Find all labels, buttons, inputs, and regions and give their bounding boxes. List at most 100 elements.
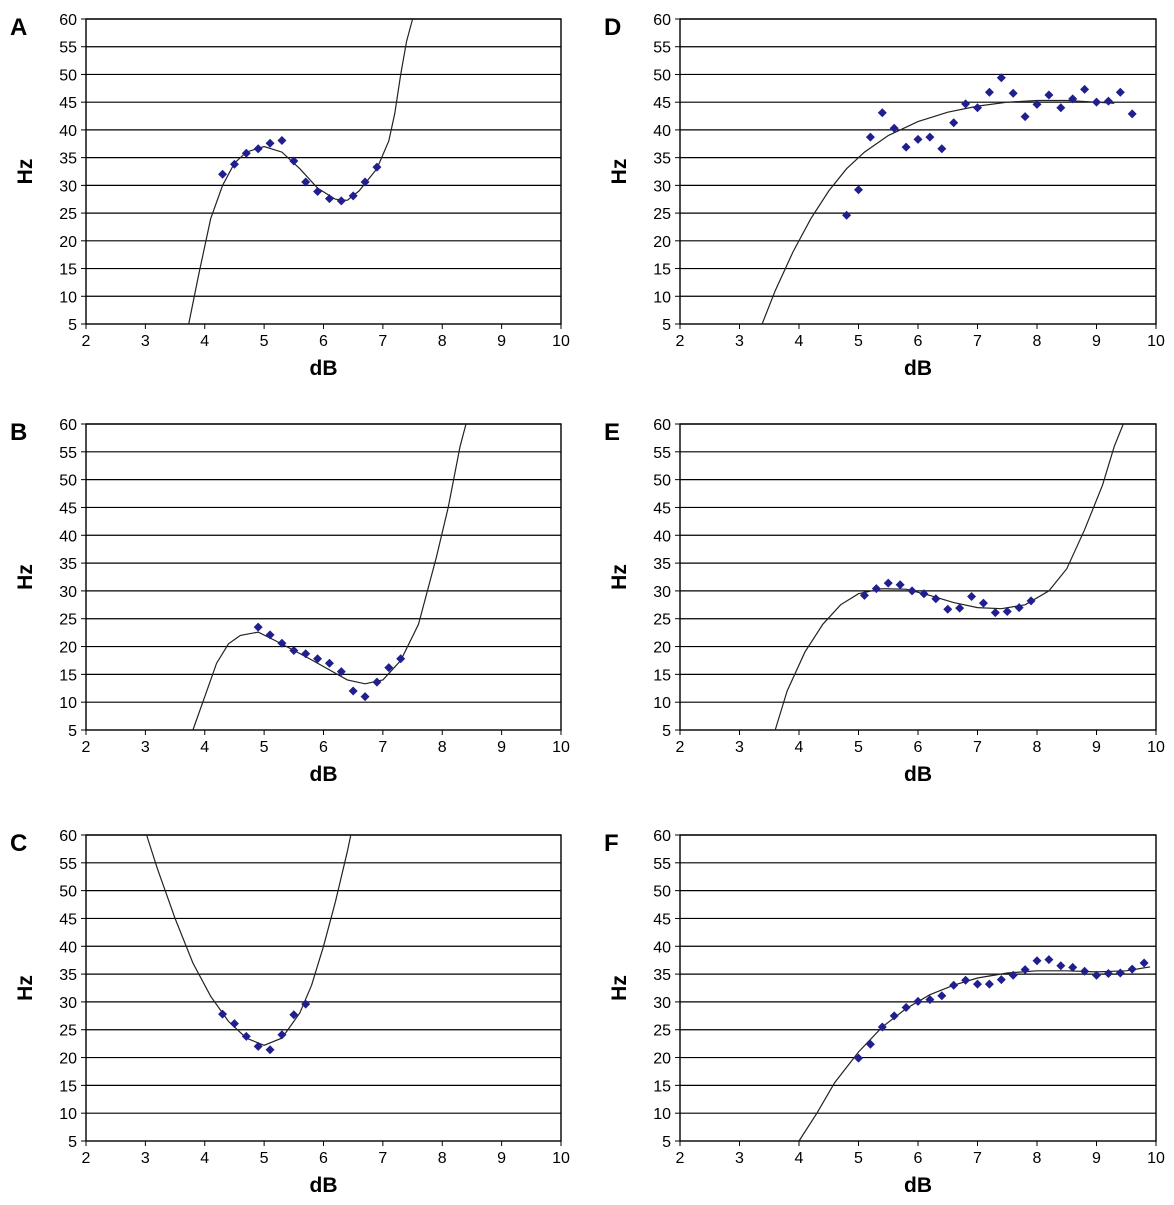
y-tick-label-c-6: 35 [59, 967, 77, 984]
x-tick-label-f-3: 5 [854, 1150, 863, 1167]
data-point-f-23 [1127, 964, 1137, 974]
data-point-a-3 [253, 144, 263, 154]
data-point-f-15 [1032, 956, 1042, 966]
x-tick-label-e-1: 3 [735, 739, 744, 756]
y-tick-label-e-4: 25 [653, 612, 671, 629]
y-tick-label-e-3: 20 [653, 640, 671, 657]
y-tick-label-f-6: 35 [653, 967, 671, 984]
y-tick-label-f-3: 20 [653, 1051, 671, 1068]
data-point-b-10 [372, 677, 382, 687]
y-tick-label-f-1: 10 [653, 1106, 671, 1123]
data-point-d-17 [1044, 90, 1054, 100]
panel-label-f: F [604, 830, 619, 857]
data-point-f-4 [901, 1002, 911, 1012]
x-axis-title-f: dB [904, 1174, 932, 1197]
data-point-d-4 [889, 123, 899, 133]
data-point-a-9 [324, 194, 334, 204]
x-tick-label-b-6: 8 [438, 739, 447, 756]
trend-curve-d [761, 99, 1115, 325]
y-tick-label-c-4: 25 [59, 1023, 77, 1040]
y-tick-label-d-9: 50 [653, 67, 671, 84]
y-tick-label-c-8: 45 [59, 911, 77, 928]
y-tick-label-b-8: 45 [59, 500, 77, 517]
data-point-f-17 [1056, 961, 1066, 971]
x-tick-label-b-7: 9 [497, 739, 506, 756]
x-axis-title-d: dB [904, 357, 932, 380]
data-point-f-13 [1008, 970, 1018, 980]
y-tick-label-a-10: 55 [59, 40, 77, 57]
y-tick-label-d-7: 40 [653, 123, 671, 140]
x-tick-label-e-5: 7 [973, 739, 982, 756]
y-tick-label-d-2: 15 [653, 262, 671, 279]
data-point-b-9 [360, 692, 370, 702]
y-tick-label-c-10: 55 [59, 856, 77, 873]
data-point-c-1 [229, 1019, 239, 1029]
data-point-f-7 [937, 991, 947, 1001]
data-point-d-19 [1068, 94, 1078, 104]
data-point-d-9 [949, 118, 959, 128]
panel-label-c: C [10, 830, 27, 857]
x-tick-label-b-1: 3 [141, 739, 150, 756]
y-tick-label-e-8: 45 [653, 500, 671, 517]
data-point-d-15 [1020, 112, 1030, 122]
y-axis-title-f: Hz [608, 975, 631, 1001]
y-tick-label-a-1: 10 [59, 289, 77, 306]
y-tick-label-a-2: 15 [59, 262, 77, 279]
data-point-f-11 [984, 979, 994, 989]
data-point-e-2 [883, 578, 893, 588]
data-point-f-10 [973, 979, 982, 989]
x-tick-label-b-5: 7 [378, 739, 387, 756]
y-tick-label-d-10: 55 [653, 40, 671, 57]
y-tick-label-d-0: 5 [662, 317, 671, 334]
y-tick-label-c-3: 20 [59, 1051, 77, 1068]
y-tick-label-d-1: 10 [653, 289, 671, 306]
x-tick-label-d-7: 9 [1092, 333, 1101, 350]
y-tick-label-d-5: 30 [653, 178, 671, 195]
data-point-a-13 [372, 162, 382, 172]
plot-frame-e [679, 423, 1157, 731]
y-tick-label-e-0: 5 [662, 723, 671, 740]
data-point-a-10 [336, 196, 346, 206]
data-point-c-4 [265, 1045, 275, 1055]
x-tick-label-a-7: 9 [497, 333, 506, 350]
data-point-d-11 [973, 103, 982, 113]
trend-curve-c [146, 834, 352, 1046]
x-tick-label-a-8: 10 [552, 333, 570, 350]
data-point-d-1 [854, 185, 863, 195]
x-tick-label-c-1: 3 [141, 1150, 150, 1167]
data-point-a-4 [265, 138, 275, 148]
x-tick-label-d-6: 8 [1033, 333, 1042, 350]
data-point-f-20 [1092, 970, 1101, 980]
y-tick-label-b-4: 25 [59, 612, 77, 629]
data-point-a-6 [289, 156, 299, 166]
trend-curve-f [798, 966, 1151, 1142]
x-tick-label-e-2: 4 [795, 739, 804, 756]
y-tick-label-a-6: 35 [59, 151, 77, 168]
x-tick-label-f-5: 7 [973, 1150, 982, 1167]
y-tick-label-e-7: 40 [653, 528, 671, 545]
data-point-e-7 [943, 604, 953, 614]
x-tick-label-f-8: 10 [1147, 1150, 1165, 1167]
x-tick-label-f-0: 2 [676, 1150, 685, 1167]
data-point-e-4 [907, 586, 917, 596]
y-tick-label-b-7: 40 [59, 528, 77, 545]
y-tick-label-f-11: 60 [653, 828, 671, 845]
y-tick-label-c-5: 30 [59, 995, 77, 1012]
y-tick-label-d-8: 45 [653, 95, 671, 112]
y-axis-title-e: Hz [608, 564, 631, 590]
y-tick-label-a-11: 60 [59, 12, 77, 29]
data-point-a-0 [218, 169, 228, 179]
y-tick-label-a-9: 50 [59, 67, 77, 84]
x-tick-label-a-6: 8 [438, 333, 447, 350]
x-axis-title-e: dB [904, 763, 932, 786]
data-point-e-3 [895, 580, 905, 590]
data-point-f-1 [865, 1039, 875, 1049]
data-point-b-4 [301, 649, 311, 659]
plot-frame-c [85, 834, 562, 1142]
data-point-d-16 [1032, 99, 1042, 109]
y-tick-label-c-7: 40 [59, 939, 77, 956]
y-tick-label-f-4: 25 [653, 1023, 671, 1040]
